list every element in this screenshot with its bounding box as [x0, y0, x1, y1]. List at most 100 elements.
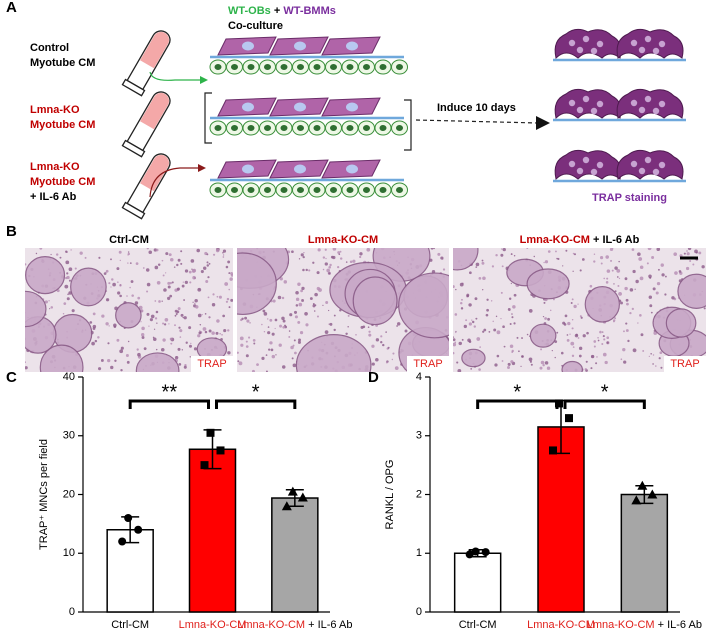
texture-dot	[50, 306, 54, 309]
texture-dot	[207, 276, 210, 279]
texture-dot	[324, 248, 327, 251]
texture-dot	[161, 259, 164, 262]
texture-dot	[117, 281, 119, 283]
texture-dot	[701, 265, 705, 269]
texture-dot	[245, 345, 249, 348]
texture-dot	[62, 312, 65, 315]
texture-dot	[202, 327, 207, 331]
ob-nucleus	[280, 125, 288, 131]
texture-dot	[174, 309, 178, 313]
texture-dot	[66, 251, 68, 253]
texture-dot	[656, 281, 661, 286]
texture-dot	[626, 302, 629, 306]
texture-dot	[316, 315, 320, 318]
texture-dot	[245, 340, 248, 343]
texture-dot	[198, 331, 202, 335]
texture-dot	[70, 249, 72, 251]
texture-dot	[127, 251, 130, 253]
texture-dot	[648, 274, 652, 279]
texture-dot	[169, 294, 173, 298]
x-tick-label: Lmna-KO-CM	[179, 619, 247, 630]
texture-dot	[84, 256, 87, 259]
texture-dot	[65, 276, 68, 280]
texture-dot	[169, 281, 172, 285]
texture-dot	[387, 346, 390, 349]
texture-dot	[491, 265, 495, 268]
condition-label: Lmna-KO	[30, 161, 80, 173]
significance-label: *	[252, 381, 260, 403]
bar	[188, 448, 237, 613]
texture-dot	[481, 261, 485, 265]
ob-nucleus	[379, 187, 387, 193]
texture-cell	[665, 308, 697, 338]
texture-dot	[656, 248, 661, 252]
texture-dot	[89, 321, 93, 324]
texture-dot	[141, 336, 145, 339]
texture-dot	[543, 301, 546, 304]
texture-dot	[392, 352, 395, 355]
texture-dot	[120, 346, 124, 350]
texture-dot	[71, 309, 75, 313]
panel-b: Ctrl-CM TRAP Lmna-KO-CM TRAP Lmna-KO-CM + IL…	[25, 234, 706, 372]
texture-dot	[326, 268, 330, 273]
texture-dot	[694, 249, 698, 254]
texture-dot	[263, 331, 266, 333]
texture-dot	[655, 291, 659, 295]
texture-dot	[352, 259, 356, 263]
texture-dot	[301, 286, 305, 291]
texture-dot	[500, 317, 502, 320]
texture-dot	[622, 347, 626, 352]
texture-dot	[659, 351, 663, 355]
texture-dot	[190, 342, 192, 345]
texture-dot	[155, 310, 159, 314]
texture-dot	[593, 340, 597, 343]
texture-dot	[270, 348, 274, 352]
texture-dot	[256, 363, 259, 366]
texture-dot	[98, 256, 101, 259]
condition-label: Myotube CM	[30, 57, 95, 69]
significance-label: *	[601, 381, 609, 403]
texture-dot	[579, 315, 582, 318]
texture-dot	[528, 357, 533, 362]
osteoclast-nucleus	[658, 100, 666, 108]
significance-label: *	[513, 381, 521, 403]
data-point	[631, 495, 642, 505]
data-point	[206, 428, 215, 437]
texture-cell	[25, 290, 47, 328]
texture-dot	[244, 316, 248, 320]
texture-dot	[156, 280, 161, 285]
texture-dot	[687, 248, 692, 251]
osteoclast-nucleus	[568, 160, 576, 168]
texture-dot	[397, 322, 401, 326]
result-label: TRAP staining	[592, 192, 667, 204]
osteoclast-nucleus	[644, 156, 652, 164]
texture-dot	[130, 280, 134, 283]
texture-dot	[111, 278, 114, 281]
bar	[620, 493, 669, 613]
texture-dot	[495, 253, 498, 257]
bmm-nucleus	[346, 41, 358, 51]
texture-dot	[458, 341, 462, 346]
texture-dot	[678, 270, 682, 273]
texture-dot	[203, 266, 207, 270]
texture-dot	[603, 338, 606, 341]
osteoclast-nucleus	[582, 35, 590, 43]
texture-dot	[68, 279, 72, 282]
texture-dot	[549, 309, 552, 312]
texture-dot	[190, 259, 195, 263]
texture-dot	[188, 270, 192, 274]
texture-dot	[193, 302, 196, 305]
panel-label: B	[6, 223, 17, 240]
texture-dot	[215, 248, 220, 253]
texture-dot	[271, 354, 276, 359]
texture-dot	[359, 252, 363, 256]
texture-cell	[453, 248, 479, 271]
texture-dot	[50, 253, 52, 256]
texture-dot	[501, 248, 503, 250]
texture-dot	[618, 277, 621, 280]
texture-dot	[337, 266, 340, 269]
y-tick-label: 30	[63, 430, 75, 442]
osteoclast-nucleus	[652, 168, 660, 176]
texture-dot	[475, 317, 478, 320]
micrograph-texture	[25, 248, 233, 372]
